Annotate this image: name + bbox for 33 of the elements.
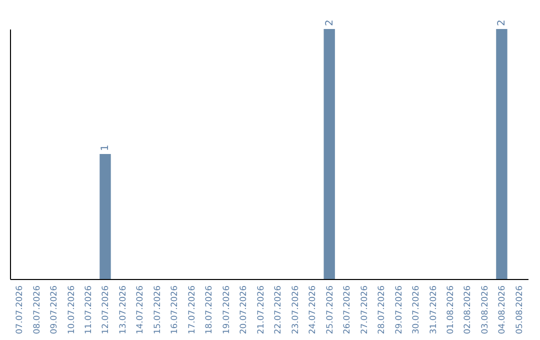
x-tick-label: 28.07.2026 (377, 286, 388, 334)
x-tick-label: 24.07.2026 (308, 286, 318, 334)
data-label: 2 (496, 20, 508, 26)
x-tick-label: 08.07.2026 (32, 286, 42, 334)
x-tick-label: 18.07.2026 (204, 286, 215, 334)
x-tick-label: 20.07.2026 (239, 286, 250, 334)
x-tick-label: 31.07.2026 (428, 286, 439, 334)
x-tick-label: 16.07.2026 (170, 286, 180, 334)
x-tick-label: 17.07.2026 (187, 286, 198, 334)
x-tick-label: 29.07.2026 (394, 286, 404, 334)
data-label: 1 (100, 144, 112, 151)
x-tick-label: 04.08.2026 (498, 286, 508, 334)
x-tick-label: 13.07.2026 (118, 286, 128, 334)
x-tick-label: 03.08.2026 (480, 286, 490, 334)
x-tick-label: 09.07.2026 (50, 286, 60, 334)
x-tick-label: 19.07.2026 (222, 286, 232, 334)
x-tick-label: 02.08.2026 (463, 286, 474, 334)
x-tick-label: 27.07.2026 (360, 286, 370, 334)
x-tick-label: 25.07.2026 (325, 286, 336, 334)
data-label: 2 (324, 20, 336, 26)
x-tick-label: 01.08.2026 (446, 286, 456, 334)
x-tick-label: 07.07.2026 (15, 286, 26, 334)
x-tick-label: 05.08.2026 (514, 286, 525, 334)
x-tick-label: 23.07.2026 (290, 286, 301, 334)
x-tick-label: 22.07.2026 (274, 286, 284, 334)
x-tick-label: 11.07.2026 (84, 286, 94, 334)
x-tick-label: 12.07.2026 (101, 286, 112, 334)
x-tick-label: 21.07.2026 (256, 286, 266, 334)
x-tick-label: 30.07.2026 (412, 286, 422, 334)
x-tick-label: 14.07.2026 (136, 286, 146, 334)
x-tick-label: 26.07.2026 (342, 286, 353, 334)
x-tick-label: 10.07.2026 (66, 286, 77, 334)
x-tick-label: 15.07.2026 (152, 286, 163, 334)
